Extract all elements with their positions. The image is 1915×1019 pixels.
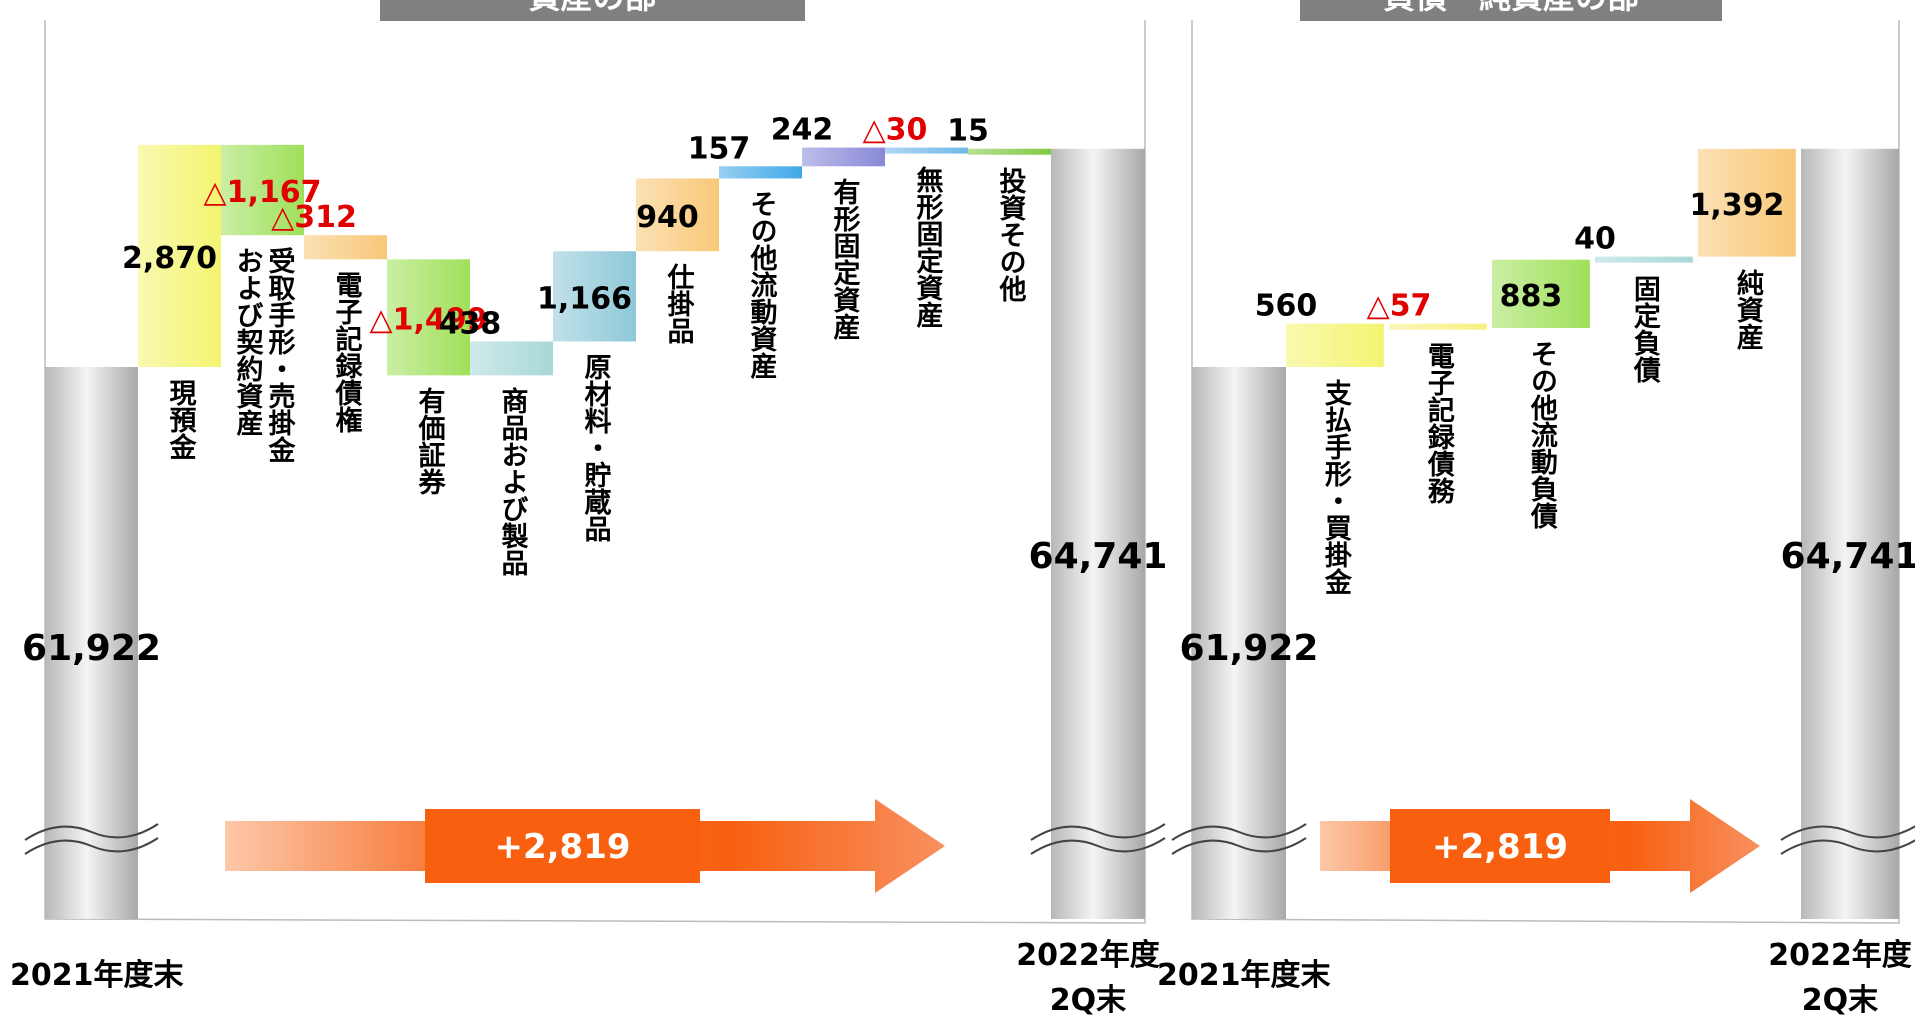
value-label: 2,870	[122, 241, 217, 276]
category-label: 固定負債	[1628, 274, 1660, 383]
bar	[1286, 323, 1384, 367]
bar	[553, 251, 636, 342]
annotation: +2,819	[494, 827, 630, 867]
category-label: 有価証券	[413, 387, 445, 496]
category-label: その他流動負債	[1525, 340, 1557, 530]
bar	[719, 166, 802, 179]
x-tick-label: 2Q末	[1802, 983, 1878, 1018]
bar	[1492, 259, 1590, 329]
start-value-label: 61,922	[22, 628, 161, 669]
bar	[470, 341, 553, 376]
chart-title: 資産の部	[528, 0, 656, 16]
axis-break	[1171, 823, 1307, 841]
end-value-label: 64,741	[1781, 536, 1915, 577]
bar	[636, 178, 719, 252]
value-label: △1,499	[370, 302, 488, 337]
value-label: 1,392	[1689, 188, 1784, 223]
value-label: 883	[1500, 279, 1563, 314]
bar	[387, 259, 470, 376]
value-label: 40	[1574, 222, 1616, 257]
x-tick-label: 2021年度末	[1157, 958, 1331, 993]
category-label: 現預金	[164, 379, 196, 460]
value-label: 1,166	[537, 281, 632, 316]
value-label: 438	[439, 306, 502, 341]
end-value-label: 64,741	[1029, 536, 1168, 577]
bar	[138, 144, 221, 367]
start-value-label: 61,922	[1180, 628, 1319, 669]
axis-break	[1780, 839, 1915, 855]
x-tick-label: 2021年度末	[10, 958, 184, 993]
category-label: 商品および製品	[496, 387, 528, 577]
value-label: △312	[271, 200, 357, 235]
bar	[1698, 148, 1796, 257]
category-label: 受取手形・売掛金および契約資産	[231, 247, 295, 464]
value-label: △30	[863, 113, 928, 148]
value-label: △1,167	[204, 175, 322, 210]
axis-break	[24, 837, 159, 855]
annotation: +2,819	[1432, 827, 1568, 867]
change-box	[1390, 809, 1610, 883]
category-label: 有形固定資産	[828, 178, 860, 341]
x-tick-label: 2022年度	[1768, 938, 1912, 973]
end-bar	[1051, 148, 1145, 920]
bar	[221, 144, 304, 236]
value-label: 242	[771, 113, 834, 148]
axis-break	[1780, 825, 1915, 841]
bar	[968, 148, 1051, 155]
title-box	[380, 0, 805, 21]
value-label: 15	[947, 114, 989, 149]
category-label: 純資産	[1731, 268, 1763, 350]
end-bar	[1801, 148, 1899, 920]
bar	[304, 235, 387, 260]
category-label: 電子記録債務	[1422, 341, 1454, 504]
axis-break	[1030, 823, 1166, 841]
bar	[885, 147, 968, 154]
value-label: 157	[688, 131, 751, 166]
category-label: 電子記録債権	[330, 271, 362, 434]
axis-break	[24, 823, 159, 841]
value-label: 940	[636, 200, 699, 235]
category-label: 支払手形・買掛金	[1319, 379, 1351, 595]
value-label: △57	[1367, 289, 1432, 324]
bar	[1595, 256, 1693, 263]
value-label: 560	[1255, 289, 1318, 324]
title-box	[1300, 0, 1722, 21]
bar	[1389, 323, 1487, 330]
x-tick-label: 2Q末	[1050, 983, 1126, 1018]
category-label: その他流動資産	[745, 190, 777, 380]
axis-break	[1030, 837, 1166, 855]
category-label: 原材料・貯蔵品	[579, 353, 611, 543]
change-box	[425, 809, 700, 883]
category-label: 仕掛品	[662, 263, 694, 345]
chart-title: 負債・純資産の部	[1383, 0, 1639, 16]
category-label: 投資その他	[994, 166, 1026, 302]
x-tick-label: 2022年度	[1016, 938, 1160, 973]
axis-break	[1171, 837, 1307, 855]
category-label: 無形固定資産	[911, 165, 943, 328]
bar	[802, 147, 885, 167]
